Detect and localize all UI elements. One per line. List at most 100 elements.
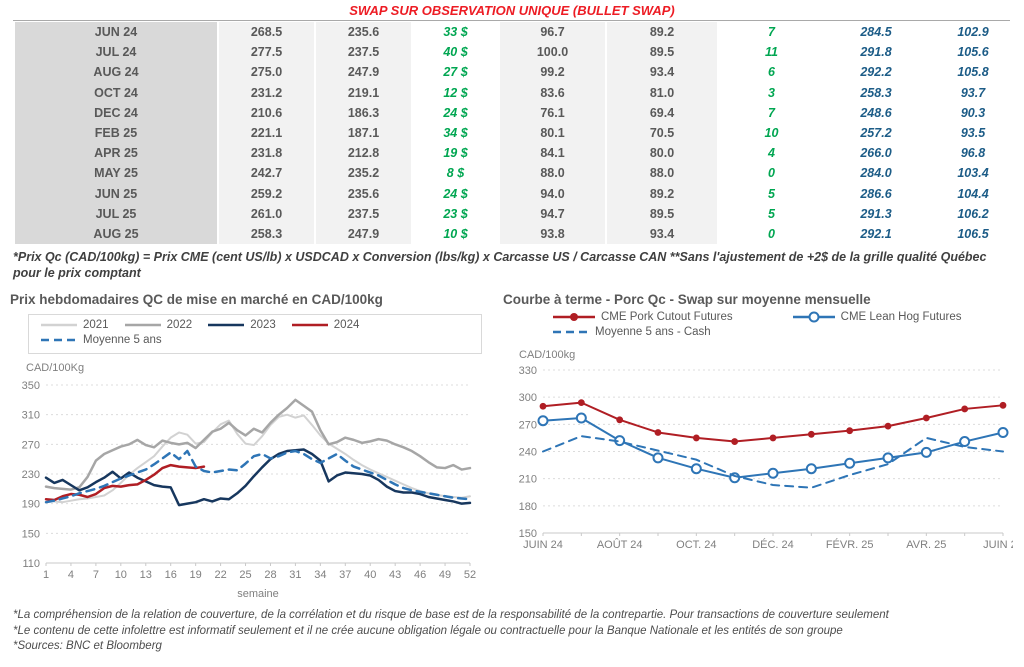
cell-prix-us: 93.5: [928, 122, 1018, 144]
legend-item-cme-lean-hog-futures: CME Lean Hog Futures: [791, 311, 961, 323]
cell-prix-us: 90.3: [928, 102, 1018, 123]
x-tick-label: 34: [314, 569, 326, 581]
y-tick-label: 110: [22, 558, 40, 570]
cell-ecart-us: 6: [719, 62, 824, 83]
cell-month: DEC 24: [15, 102, 217, 123]
series-point-cme-pork-cutout-futures: [922, 414, 930, 422]
series-point-cme-pork-cutout-futures: [769, 434, 777, 442]
table-row: AUG 24 275.0 247.9 27 $99.2 93.4 6 292.2 105.8: [15, 62, 1018, 83]
legend-item-2023: 2023: [206, 319, 276, 331]
x-tick-label: 43: [389, 569, 401, 581]
cell-us-swap: 80.1: [500, 122, 605, 144]
y-tick-label: 150: [22, 528, 40, 540]
series-point-cme-pork-cutout-futures: [616, 416, 624, 424]
cell-qc-swap: 275.0: [219, 62, 314, 83]
series-line-2022: [44, 398, 472, 491]
legend-swatch: [792, 311, 835, 323]
cell-qc-swap: 221.1: [219, 122, 314, 144]
forward-chart-title: Courbe à terme - Porc Qc - Swap sur moye…: [503, 292, 871, 307]
cell-prix-swap: 284.0: [826, 163, 926, 184]
swap-table: JUN 24 268.5 235.6 33 $96.7 89.2 7 284.5 102.9 J…: [13, 22, 1020, 245]
cell-qc-spot: 219.1: [316, 82, 411, 103]
x-tick-label: JUIN 24: [523, 539, 563, 551]
legend-label: 2021: [83, 319, 109, 331]
forward-chart-ylabel: CAD/100kg: [519, 349, 576, 361]
cell-us-spot: 89.5: [607, 42, 717, 63]
cell-qc-spot: 212.8: [316, 143, 411, 164]
table-row: AUG 25 258.3 247.9 10 $93.8 93.4 0 292.1 106.5: [15, 223, 1018, 245]
legend-label: CME Pork Cutout Futures: [601, 311, 733, 323]
cell-qc-swap: 231.8: [219, 143, 314, 164]
cell-prix-swap: 258.3: [826, 82, 926, 103]
cell-ecart-qc: 12 $: [413, 82, 498, 103]
series-point-cme-pork-cutout-futures: [654, 429, 662, 436]
x-tick-label: 25: [239, 569, 251, 581]
x-axis-title: semaine: [237, 588, 279, 600]
y-tick-label: 210: [519, 474, 537, 486]
series-point-cme-lean-hog-futures: [920, 446, 932, 458]
y-tick-label: 180: [519, 501, 537, 513]
legend-swatch: [41, 323, 77, 327]
cell-ecart-qc: 33 $: [413, 22, 498, 43]
weekly-chart-legend: 2021 2022 2023 2024 Moyenne 5 ans: [28, 314, 482, 354]
series-point-cme-lean-hog-futures: [959, 436, 971, 448]
cell-us-swap: 96.7: [500, 22, 605, 43]
cell-ecart-qc: 40 $: [413, 42, 498, 63]
table-row: FEB 25 221.1 187.1 34 $80.1 70.5 10 257.2 93.5: [15, 122, 1018, 144]
cell-month: JUN 24: [15, 22, 217, 43]
table-row: DEC 24 210.6 186.3 24 $76.1 69.4 7 248.6 90.3: [15, 102, 1018, 123]
cell-prix-swap: 248.6: [826, 102, 926, 123]
page-title: SWAP SUR OBSERVATION UNIQUE (BULLET SWAP…: [349, 3, 675, 18]
x-tick-label: 31: [289, 569, 301, 581]
series-point-cme-lean-hog-futures: [882, 452, 894, 464]
x-tick-label: 37: [339, 569, 351, 581]
y-tick-label: 330: [519, 365, 537, 377]
disclaimer-footnotes: *La compréhension de la relation de couv…: [13, 608, 889, 655]
x-tick-label: 28: [264, 569, 276, 581]
x-tick-label: AVR. 25: [906, 539, 946, 551]
cell-us-spot: 69.4: [607, 102, 717, 123]
y-tick-label: 270: [22, 439, 40, 451]
legend-swatch: [41, 338, 77, 342]
series-point-cme-lean-hog-futures: [690, 463, 702, 475]
x-tick-label: DÉC. 24: [752, 538, 794, 551]
cell-us-swap: 76.1: [500, 102, 605, 123]
cell-prix-us: 106.2: [928, 203, 1018, 224]
x-tick-label: 52: [464, 569, 476, 581]
cell-qc-swap: 231.2: [219, 82, 314, 103]
cell-ecart-us: 3: [719, 82, 824, 103]
legend-swatch: [291, 323, 328, 327]
footnote-line: *La compréhension de la relation de couv…: [13, 609, 889, 621]
series-point-cme-lean-hog-futures: [844, 457, 856, 469]
cell-prix-swap: 291.3: [826, 203, 926, 224]
weekly-chart-plot: 110 150 190 230 270 310 350 1 4 7 10 13 16 19 22 25 28 31…: [22, 380, 476, 600]
y-tick-label: 300: [519, 392, 537, 404]
legend-swatch: [553, 313, 595, 321]
y-tick-label: 350: [22, 380, 40, 392]
forward-chart-legend: CME Pork Cutout Futures CME Lean Hog Futu…: [551, 311, 981, 341]
legend-item-moyenne-5-ans-cash: Moyenne 5 ans - Cash: [551, 326, 711, 338]
x-tick-label: 40: [364, 569, 376, 581]
forward-chart-plot: 150 180 210 240 270 300 330 JUIN 24 AOÛT 24 OCT. …: [519, 365, 1023, 551]
table-row: APR 25 231.8 212.8 19 $84.1 80.0 4 266.0 96.8: [15, 143, 1018, 164]
legend-item-2024: 2024: [290, 319, 359, 331]
cell-us-swap: 100.0: [500, 42, 605, 63]
table-row: OCT 24 231.2 219.1 12 $83.6 81.0 3 258.3 93.7: [15, 82, 1018, 103]
y-tick-label: 240: [519, 447, 537, 459]
cell-us-swap: 94.7: [500, 203, 605, 224]
cell-prix-us: 105.8: [928, 62, 1018, 83]
table-row: JUN 25 259.2 235.6 24 $94.0 89.2 5 286.6 104.4: [15, 183, 1018, 204]
legend-item-2021: 2021: [39, 319, 109, 331]
x-tick-label: OCT. 24: [676, 539, 716, 551]
legend-label: 2022: [166, 319, 193, 331]
x-tick-label: JUIN 25: [983, 539, 1013, 551]
cell-ecart-us: 7: [719, 102, 824, 123]
x-tick-label: 4: [68, 569, 74, 581]
cell-us-spot: 89.5: [607, 203, 717, 224]
cell-prix-us: 96.8: [928, 143, 1018, 164]
cell-qc-swap: 210.6: [219, 102, 314, 123]
legend-item-cme-pork-cutout-futures: CME Pork Cutout Futures: [551, 311, 733, 323]
cell-us-swap: 84.1: [500, 143, 605, 164]
cell-qc-spot: 235.6: [316, 183, 411, 204]
